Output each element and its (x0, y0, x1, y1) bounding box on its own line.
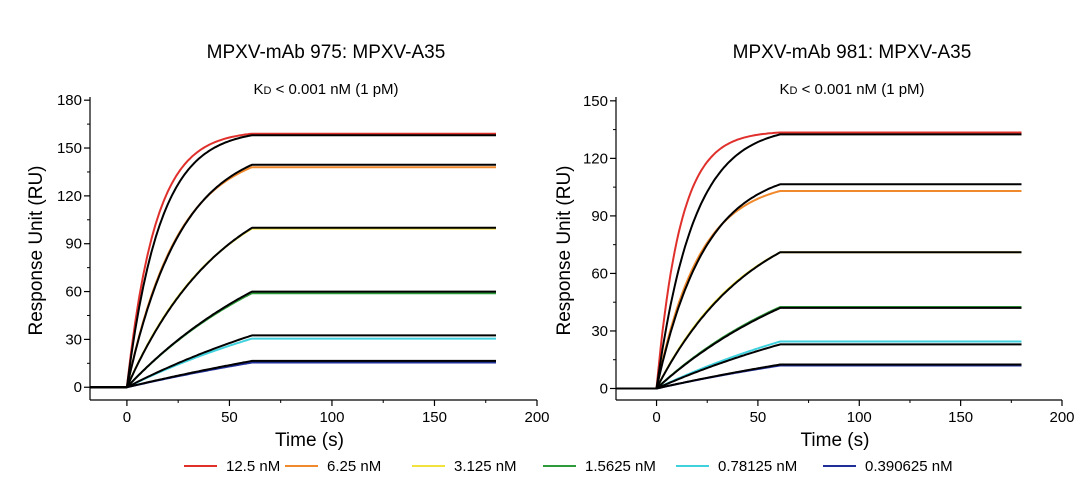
legend-item: 3.125 nM (412, 458, 517, 475)
legend-label: 0.78125 nM (718, 458, 797, 475)
y-tick-label: 120 (57, 188, 82, 205)
legend: 12.5 nM 6.25 nM 3.125 nM 1.5625 nM 0.78125 n… (184, 458, 953, 475)
y-tick-label: 0 (600, 380, 608, 397)
series-line-1_5625-nM (616, 306, 1022, 390)
y-axis-label: Response Unit (RU) (554, 166, 575, 336)
x-tick-label: 150 (422, 409, 447, 426)
legend-label: 1.5625 nM (585, 458, 656, 475)
chart-title: MPXV-mAb 981: MPXV-A35 (733, 42, 972, 63)
series-line-6_25-nM (90, 166, 496, 389)
fit-line-4 (616, 306, 1022, 390)
fit-line-1 (616, 133, 1022, 390)
legend-label: 6.25 nM (327, 458, 381, 475)
chart-title: MPXV-mAb 975: MPXV-A35 (207, 42, 446, 63)
y-tick-label: 60 (591, 265, 608, 282)
y-tick-label: 90 (591, 208, 608, 225)
x-tick-label: 200 (1049, 409, 1074, 426)
y-tick-label: 60 (65, 284, 82, 301)
legend-item: 1.5625 nM (543, 458, 656, 475)
x-tick-label: 200 (524, 409, 549, 426)
legend-item: 0.390625 nM (823, 458, 953, 475)
fit-line-6 (90, 359, 496, 389)
chart-panel-1: MPXV-mAb 975: MPXV-A35 KD < 0.001 nM (1 p… (26, 42, 550, 451)
x-tick-label: 50 (750, 409, 767, 426)
fit-line-3 (90, 226, 496, 389)
fit-line-1 (90, 134, 496, 389)
x-tick-label: 0 (123, 409, 131, 426)
kd-prefix: K (779, 81, 789, 98)
series-line-6_25-nM (616, 190, 1022, 390)
y-tick-label: 30 (65, 331, 82, 348)
kd-annotation: KD < 0.001 nM (1 pM) (779, 81, 924, 98)
kd-annotation: KD < 0.001 nM (1 pM) (253, 81, 398, 98)
x-tick-label: 150 (948, 409, 973, 426)
kd-value: < 0.001 nM (1 pM) (797, 81, 924, 98)
series-line-3_125-nM (616, 251, 1022, 390)
legend-item: 6.25 nM (285, 458, 381, 475)
y-tick-label: 150 (583, 93, 608, 110)
x-tick-label: 100 (847, 409, 872, 426)
series-line-12_5-nM (616, 131, 1022, 390)
legend-label: 0.390625 nM (865, 458, 953, 475)
y-tick-label: 30 (591, 323, 608, 340)
series-line-0_390625-nM (616, 364, 1022, 390)
legend-item: 12.5 nM (184, 458, 280, 475)
legend-label: 3.125 nM (454, 458, 517, 475)
fit-line-3 (616, 251, 1022, 390)
y-tick-label: 0 (74, 379, 82, 396)
x-tick-label: 100 (319, 409, 344, 426)
kd-prefix: K (253, 81, 263, 98)
legend-label: 12.5 nM (226, 458, 280, 475)
x-tick-label: 0 (652, 409, 660, 426)
kd-value: < 0.001 nM (1 pM) (271, 81, 398, 98)
kd-subscript: D (263, 85, 271, 97)
x-tick-label: 50 (221, 409, 238, 426)
fit-line-2 (90, 163, 496, 389)
y-tick-label: 90 (65, 236, 82, 253)
y-tick-label: 150 (57, 140, 82, 157)
fit-line-4 (90, 290, 496, 389)
legend-item: 0.78125 nM (676, 458, 797, 475)
x-axis-label: Time (s) (801, 430, 870, 451)
kd-subscript: D (789, 85, 797, 97)
fit-line-2 (616, 183, 1022, 390)
fit-line-5 (616, 343, 1022, 390)
fit-line-6 (616, 363, 1022, 390)
series-line-12_5-nM (90, 132, 496, 389)
y-axis-label: Response Unit (RU) (26, 166, 47, 336)
chart-panel-2: MPXV-mAb 981: MPXV-A35 KD < 0.001 nM (1 p… (554, 42, 1075, 451)
y-tick-label: 120 (583, 150, 608, 167)
x-axis-label: Time (s) (275, 430, 344, 451)
fit-line-5 (90, 334, 496, 389)
y-tick-label: 180 (57, 92, 82, 109)
